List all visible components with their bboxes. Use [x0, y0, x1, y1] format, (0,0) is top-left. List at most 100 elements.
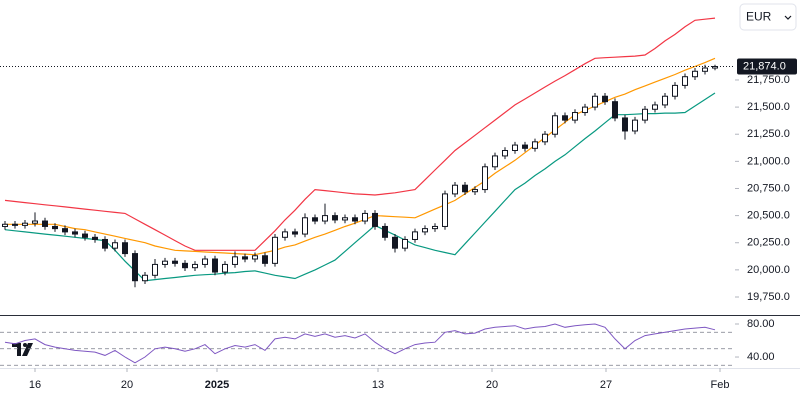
candle-body: [652, 104, 658, 110]
candle-body: [92, 236, 98, 240]
candle-body: [142, 274, 148, 282]
currency-dropdown[interactable]: EUR: [739, 3, 797, 31]
candle-body: [392, 236, 398, 249]
candle-body: [352, 217, 358, 222]
y-tick-label: 40.00: [747, 351, 775, 363]
y-tick-label: 21,500.0: [747, 101, 790, 113]
candle-body: [242, 256, 248, 260]
x-tick-label: 20: [486, 379, 498, 391]
x-tick-label: 2025: [205, 379, 229, 391]
candle-body: [212, 258, 218, 273]
candle-body: [382, 225, 388, 238]
candle-body: [502, 150, 508, 157]
candle-body: [522, 144, 528, 149]
candle-body: [152, 263, 158, 276]
candle-body: [562, 115, 568, 121]
candle-body: [642, 108, 648, 121]
y-tick-label: 21,000.0: [747, 155, 790, 167]
rsi-line: [4, 323, 716, 364]
candle-body: [262, 255, 268, 264]
candle-body: [692, 70, 698, 78]
x-tick-label: 27: [600, 379, 612, 391]
candle-body: [82, 233, 88, 238]
candle-body: [432, 225, 438, 230]
band-line: [4, 92, 716, 282]
candle-body: [52, 225, 58, 230]
candle-body: [272, 236, 278, 264]
candle-body: [512, 144, 518, 152]
candle-body: [682, 76, 688, 86]
candle-body: [672, 84, 678, 97]
candle-body: [22, 222, 28, 226]
candle-body: [72, 231, 78, 235]
y-tick-label: 21,750.0: [747, 74, 790, 86]
candle-body: [402, 238, 408, 249]
candle-body: [172, 260, 178, 264]
candle-body: [452, 184, 458, 195]
band-line: [4, 17, 716, 251]
candle-body: [182, 262, 188, 269]
candle-body: [662, 95, 668, 106]
candle-body: [32, 220, 38, 224]
x-tick-label: 13: [372, 379, 384, 391]
candle-body: [552, 115, 558, 135]
last-price-box: [737, 58, 797, 75]
y-tick-label: 20,500.0: [747, 210, 790, 222]
band-line: [5, 57, 716, 256]
currency-label[interactable]: EUR: [746, 10, 772, 24]
chevron[interactable]: [784, 15, 792, 20]
candle-body: [2, 223, 8, 227]
candle-body: [42, 220, 48, 227]
candle-body: [282, 231, 288, 238]
candle-body: [412, 231, 418, 240]
y-tick-label: 20,750.0: [747, 182, 790, 194]
candle-body: [472, 189, 478, 193]
y-tick-label: 80.00: [747, 318, 775, 330]
candle-body: [372, 212, 378, 227]
candle-body: [632, 119, 638, 132]
candle-body: [112, 242, 118, 249]
candle-body: [222, 263, 228, 273]
candle-body: [162, 260, 168, 265]
y-tick-label: 21,250.0: [747, 128, 790, 140]
candle-body: [492, 155, 498, 168]
candle-body: [582, 106, 588, 114]
candle-body: [252, 255, 258, 260]
candle-body: [422, 228, 428, 233]
candle-body: [292, 231, 298, 235]
last-price-label: 21,874.0: [743, 60, 786, 72]
candle-body: [482, 166, 488, 191]
y-tick-label: 19,750.0: [747, 291, 790, 303]
candle-body: [572, 112, 578, 121]
candle-body: [302, 217, 308, 235]
candle-body: [622, 117, 628, 132]
candle-body: [12, 223, 18, 226]
candle-body: [612, 101, 618, 119]
dropdown-box[interactable]: [739, 3, 797, 31]
candle-body: [342, 217, 348, 221]
candle-body: [542, 133, 548, 143]
candle-body: [102, 238, 108, 249]
x-tick-label: Feb: [711, 379, 730, 391]
candle-body: [122, 242, 128, 255]
candle-body: [462, 184, 468, 193]
candle-body: [132, 253, 138, 282]
candle-body: [62, 228, 68, 233]
candle-body: [232, 256, 238, 265]
candle-body: [532, 141, 538, 149]
y-tick-label: 20,000.0: [747, 264, 790, 276]
x-tick-label: 16: [29, 379, 41, 391]
candle-body: [362, 212, 368, 222]
candle-body: [592, 95, 598, 108]
candle-body: [602, 95, 608, 103]
y-tick-label: 20,250.0: [747, 237, 790, 249]
candle-body: [322, 215, 328, 222]
candle-body: [442, 193, 448, 227]
candle-body: [312, 217, 318, 222]
x-tick-label: 20: [121, 379, 133, 391]
candle-body: [202, 258, 208, 265]
tradingview-logo: [12, 343, 33, 356]
candle-body: [332, 215, 338, 221]
candle-body: [702, 67, 708, 72]
